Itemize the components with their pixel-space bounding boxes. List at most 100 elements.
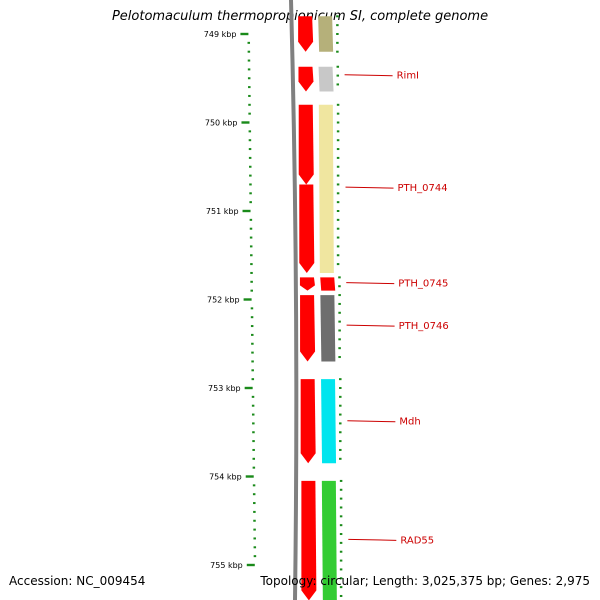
gene-label-mdh: Mdh [347, 417, 421, 428]
minor-tick [252, 484, 256, 487]
major-tick: 750 kbp [205, 119, 250, 128]
strand-tick [338, 329, 341, 332]
gene-feature-pth_0745 [320, 276, 341, 291]
minor-tick [249, 236, 253, 239]
minor-tick [249, 192, 252, 195]
leader-line [348, 538, 397, 541]
major-tick-mark [240, 32, 249, 36]
strand-tick [336, 24, 339, 27]
strand-tick [336, 156, 340, 159]
gene-feature-rad55 [321, 479, 343, 600]
major-tick-mark [244, 386, 253, 390]
minor-tick [251, 404, 255, 407]
minor-tick [247, 59, 251, 62]
minor-tick [251, 360, 254, 363]
forward-gene-arrow [298, 16, 314, 52]
major-tick-label: 752 kbp [207, 296, 240, 305]
strand-tick [339, 448, 342, 451]
gene-name: RAD55 [400, 535, 434, 546]
strand-tick [336, 130, 340, 133]
strand-tick [336, 65, 340, 68]
major-tick: 753 kbp [208, 384, 253, 393]
minor-tick [248, 156, 252, 159]
strand-tick [338, 311, 341, 314]
strand-tick [339, 594, 343, 597]
minor-tick [249, 218, 253, 221]
leader-line [346, 282, 395, 285]
strand-tick [336, 139, 340, 142]
strand-tick [339, 586, 343, 589]
strand-tick [336, 236, 340, 239]
minor-tick [253, 537, 256, 540]
gene-name: Mdh [399, 417, 420, 428]
strand-tick [339, 577, 343, 580]
strand-tick [336, 50, 339, 53]
major-tick: 752 kbp [207, 296, 252, 305]
gene-block [318, 104, 334, 273]
major-tick-label: 755 kbp [210, 561, 243, 570]
minor-tick [249, 165, 252, 168]
topology-text: Topology: circular; Length: 3,025,375 bp… [260, 574, 590, 588]
strand-tick [336, 74, 340, 77]
gene-label-rimi: RimI [344, 71, 419, 82]
strand-tick [336, 263, 340, 266]
strand-tick [339, 497, 343, 500]
major-tick-mark [246, 563, 255, 567]
strand-tick [339, 422, 342, 425]
gene-label-pth_0744: PTH_0744 [345, 183, 448, 194]
strand-tick [336, 165, 340, 168]
minor-tick [251, 342, 254, 345]
strand-tick [338, 338, 341, 341]
minor-tick [250, 254, 253, 257]
forward-strand [298, 16, 317, 600]
forward-gene-arrow [301, 480, 317, 600]
forward-gene-arrow [300, 295, 316, 362]
minor-tick [248, 86, 251, 89]
strand-tick [336, 112, 340, 115]
strand-tick [339, 479, 343, 482]
strand-tick [339, 524, 343, 527]
minor-tick [250, 307, 254, 310]
minor-tick [253, 519, 256, 522]
minor-tick [247, 50, 251, 53]
gene-feature-rimi [318, 65, 340, 92]
minor-tick [248, 103, 251, 106]
strand-tick [336, 148, 340, 151]
forward-gene-arrow [299, 277, 315, 291]
gene-name: PTH_0746 [399, 321, 449, 332]
gene-label-pth_0745: PTH_0745 [346, 279, 448, 290]
minor-tick [250, 325, 254, 328]
strand-tick [336, 174, 340, 177]
major-tick-mark [242, 209, 251, 213]
gene-block [321, 379, 337, 464]
major-tick-label: 751 kbp [206, 207, 239, 216]
forward-gene-arrow [300, 379, 316, 464]
gene-feature-pth_0746 [320, 294, 341, 362]
minor-tick [253, 546, 257, 549]
major-tick-mark [245, 475, 254, 478]
strand-tick [338, 347, 341, 350]
backbone [289, 0, 299, 600]
minor-tick [248, 94, 251, 97]
strand-tick [336, 254, 340, 257]
gene-block [318, 16, 334, 52]
strand-tick [336, 210, 340, 212]
strand-tick [336, 192, 340, 195]
minor-tick [251, 395, 255, 398]
major-tick: 754 kbp [209, 473, 254, 482]
leader-line [345, 186, 394, 189]
strand-tick [338, 356, 341, 359]
strand-tick [339, 515, 343, 518]
major-tick: 749 kbp [204, 30, 249, 39]
strand-tick [339, 488, 343, 491]
gene-name: PTH_0744 [397, 183, 447, 194]
strand-tick [339, 559, 343, 562]
minor-tick [249, 245, 253, 248]
backbone-arc [289, 0, 299, 600]
minor-tick [248, 139, 252, 142]
strand-tick [338, 276, 341, 279]
minor-tick [249, 183, 252, 186]
minor-tick [248, 148, 252, 151]
minor-tick [249, 174, 252, 177]
strand-tick [339, 395, 342, 398]
